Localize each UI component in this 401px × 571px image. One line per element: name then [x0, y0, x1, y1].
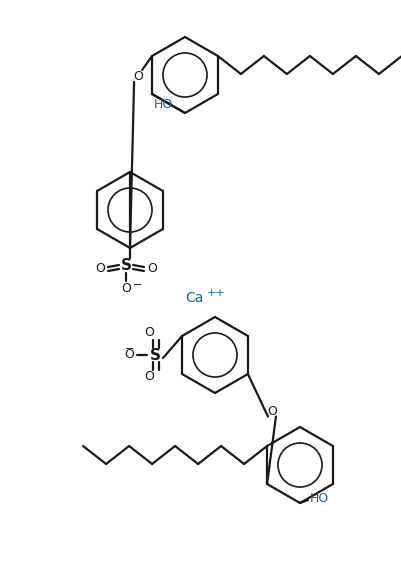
Text: −: − — [125, 344, 134, 354]
Text: S: S — [120, 259, 131, 274]
Text: HO: HO — [153, 99, 172, 111]
Text: O: O — [124, 348, 134, 361]
Text: O: O — [147, 262, 156, 275]
Text: ++: ++ — [207, 288, 225, 298]
Text: S: S — [149, 348, 160, 363]
Text: O: O — [144, 327, 154, 340]
Text: Ca: Ca — [184, 291, 203, 305]
Text: O: O — [95, 262, 105, 275]
Text: −: − — [133, 280, 142, 290]
Text: HO: HO — [309, 492, 328, 505]
Text: O: O — [266, 405, 276, 418]
Text: O: O — [121, 282, 131, 295]
Text: O: O — [144, 371, 154, 384]
Text: O: O — [133, 70, 143, 82]
